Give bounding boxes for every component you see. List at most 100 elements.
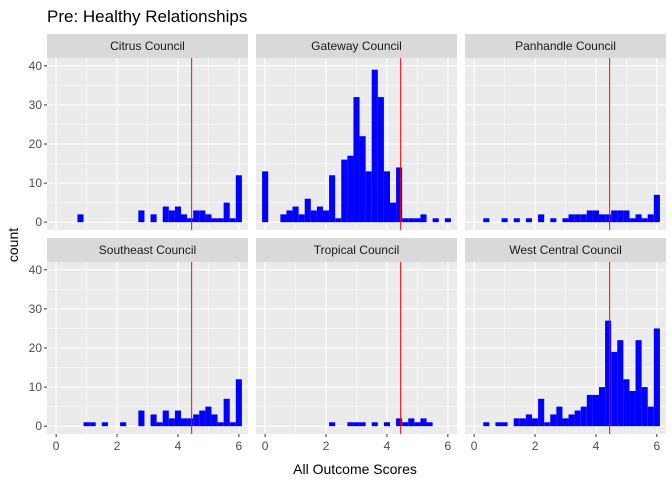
x-tick-label: 4 [384,439,391,453]
facet-strip-label: Gateway Council [311,39,402,53]
histogram-bar [304,198,311,223]
histogram-bar [432,218,439,223]
histogram-bar [641,387,648,427]
histogram-bar [414,218,421,223]
histogram-bar [150,214,157,223]
y-tick-label: 10 [29,380,43,394]
histogram-bar [414,422,421,427]
facet-strip-label: Tropical Council [314,243,400,257]
histogram-bar [647,406,654,427]
histogram-bar [353,422,360,427]
y-tick-label: 20 [29,137,43,151]
histogram-bar [335,218,342,223]
histogram-bar [390,202,397,223]
histogram-bar [217,422,224,427]
histogram-bar [162,410,169,427]
histogram-bar [426,422,433,427]
histogram-bar [617,340,624,427]
histogram-bar [519,418,526,427]
histogram-bar [187,418,194,427]
histogram-bar [353,97,360,223]
histogram-bar [89,422,96,427]
histogram-bar [408,218,415,223]
y-tick-label: 40 [29,263,43,277]
x-tick-label: 6 [654,439,661,453]
facet-strip [47,34,248,58]
histogram-bar [396,418,403,427]
histogram-bar [605,320,612,427]
histogram-bar [199,210,206,223]
histogram-bar [532,418,539,427]
histogram-bar [383,422,390,427]
histogram-bar [329,175,336,223]
x-tick-label: 0 [262,439,269,453]
histogram-bar [513,418,520,427]
histogram-bar [586,210,593,223]
y-tick-label: 40 [29,59,43,73]
histogram-bar [525,414,532,427]
facet-panel: Panhandle Council [465,34,666,230]
histogram-bar [562,218,569,223]
histogram-bar [550,414,557,427]
histogram-bar [280,214,287,223]
x-tick-label: 0 [471,439,478,453]
chart-title: Pre: Healthy Relationships [47,7,247,26]
histogram-bar [513,218,520,223]
histogram-bar [599,214,606,223]
histogram-bar [347,422,354,427]
histogram-bar [605,214,612,223]
histogram-bar [568,414,575,427]
histogram-bar [538,398,545,427]
histogram-bar [444,218,451,223]
histogram-bar [174,410,181,427]
facet-strip-label: West Central Council [509,243,622,257]
histogram-bar [365,171,372,223]
y-tick-label: 30 [29,98,43,112]
facet-panel: Citrus Council 0 10 20 30 40 [29,34,248,230]
histogram-bar [217,218,224,223]
histogram-bar [556,406,563,427]
x-tick-label: 2 [532,439,539,453]
facet-strip [47,238,248,262]
facet-strip [256,238,457,262]
facet-strip [256,34,457,58]
histogram-bar [229,218,236,223]
y-tick-label: 0 [35,419,42,433]
histogram-bar [235,175,242,223]
histogram-bar [101,422,108,427]
y-tick-label: 10 [29,176,43,190]
histogram-bar [223,398,230,427]
histogram-bar [592,210,599,223]
histogram-bar [205,406,212,427]
histogram-bar [83,422,90,427]
histogram-bar [544,422,551,427]
histogram-bar [292,206,299,223]
histogram-bar [568,214,575,223]
histogram-bar [286,210,293,223]
histogram-bar [586,394,593,427]
histogram-bar [162,206,169,223]
histogram-bar [592,394,599,427]
histogram-bar [653,328,660,427]
x-axis-title: All Outcome Scores [293,461,417,477]
histogram-bar [538,214,545,223]
histogram-bar [199,410,206,427]
histogram-bar [329,422,336,427]
histogram-bar [120,422,127,427]
histogram-bar [647,214,654,223]
histogram-bar [599,387,606,427]
histogram-bar [168,418,175,427]
histogram-bar [156,422,163,427]
histogram-bar [525,218,532,223]
histogram-bar [483,422,490,427]
histogram-bar [574,410,581,427]
facet-strip-label: Citrus Council [110,39,185,53]
histogram-bar [402,218,409,223]
histogram-bar [323,210,330,223]
histogram-bar [550,218,557,223]
histogram-bar [262,171,269,223]
histogram-bar [138,410,145,427]
histogram-bar [359,422,366,427]
histogram-bar [168,210,175,223]
